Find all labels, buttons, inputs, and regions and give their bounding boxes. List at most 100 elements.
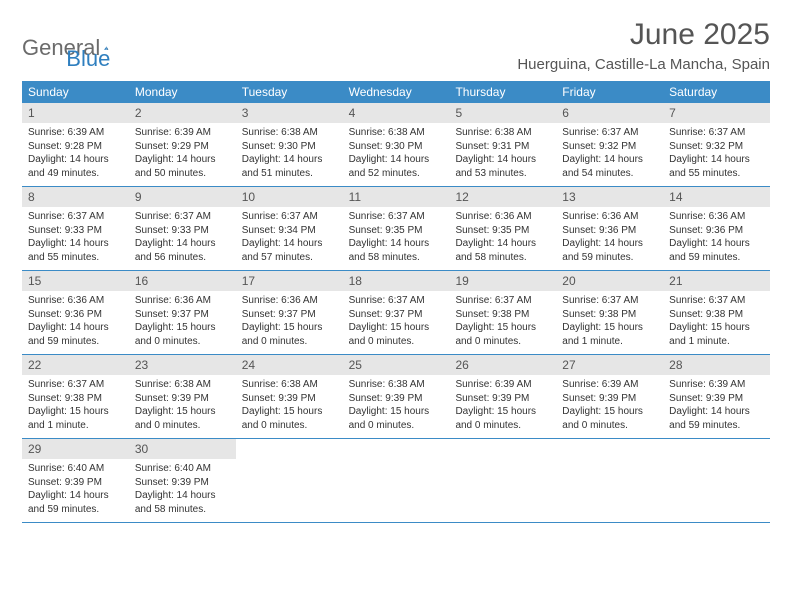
calendar-cell: 15Sunrise: 6:36 AMSunset: 9:36 PMDayligh… (22, 271, 129, 354)
sunrise-text: Sunrise: 6:38 AM (242, 126, 337, 140)
daylight-text-1: Daylight: 14 hours (242, 237, 337, 251)
day-body: Sunrise: 6:37 AMSunset: 9:32 PMDaylight:… (556, 123, 663, 186)
sunrise-text: Sunrise: 6:38 AM (349, 126, 444, 140)
day-body: Sunrise: 6:37 AMSunset: 9:37 PMDaylight:… (343, 291, 450, 354)
calendar-week-row: 1Sunrise: 6:39 AMSunset: 9:28 PMDaylight… (22, 103, 770, 187)
sunrise-text: Sunrise: 6:37 AM (669, 294, 764, 308)
calendar-cell: 11Sunrise: 6:37 AMSunset: 9:35 PMDayligh… (343, 187, 450, 270)
daylight-text-1: Daylight: 14 hours (135, 153, 230, 167)
day-number: 18 (343, 271, 450, 291)
calendar-cell: 23Sunrise: 6:38 AMSunset: 9:39 PMDayligh… (129, 355, 236, 438)
daylight-text-2: and 55 minutes. (669, 167, 764, 181)
calendar-cell: 12Sunrise: 6:36 AMSunset: 9:35 PMDayligh… (449, 187, 556, 270)
sunrise-text: Sunrise: 6:39 AM (669, 378, 764, 392)
day-body: Sunrise: 6:38 AMSunset: 9:31 PMDaylight:… (449, 123, 556, 186)
sunrise-text: Sunrise: 6:38 AM (135, 378, 230, 392)
daylight-text-2: and 1 minute. (562, 335, 657, 349)
day-number: 20 (556, 271, 663, 291)
daylight-text-1: Daylight: 14 hours (455, 237, 550, 251)
daylight-text-1: Daylight: 14 hours (28, 237, 123, 251)
calendar-cell: 3 Sunrise: 6:38 AMSunset: 9:30 PMDaylight… (236, 103, 343, 186)
day-number: 9 (129, 187, 236, 207)
sunset-text: Sunset: 9:32 PM (669, 140, 764, 154)
day-number: 5 (449, 103, 556, 123)
daylight-text-1: Daylight: 14 hours (28, 489, 123, 503)
day-body: Sunrise: 6:39 AMSunset: 9:39 PMDaylight:… (556, 375, 663, 438)
day-body: Sunrise: 6:36 AMSunset: 9:37 PMDaylight:… (236, 291, 343, 354)
day-body: Sunrise: 6:40 AMSunset: 9:39 PMDaylight:… (22, 459, 129, 522)
day-body: Sunrise: 6:37 AMSunset: 9:34 PMDaylight:… (236, 207, 343, 270)
day-number: 25 (343, 355, 450, 375)
day-number: 7 (663, 103, 770, 123)
daylight-text-1: Daylight: 14 hours (242, 153, 337, 167)
day-number: 30 (129, 439, 236, 459)
daylight-text-2: and 1 minute. (28, 419, 123, 433)
calendar-cell: 24Sunrise: 6:38 AMSunset: 9:39 PMDayligh… (236, 355, 343, 438)
calendar-cell (449, 439, 556, 522)
day-number: 8 (22, 187, 129, 207)
sunrise-text: Sunrise: 6:38 AM (349, 378, 444, 392)
day-body: Sunrise: 6:37 AMSunset: 9:33 PMDaylight:… (22, 207, 129, 270)
day-body: Sunrise: 6:36 AMSunset: 9:35 PMDaylight:… (449, 207, 556, 270)
sunset-text: Sunset: 9:38 PM (28, 392, 123, 406)
daylight-text-2: and 58 minutes. (349, 251, 444, 265)
day-body: Sunrise: 6:38 AMSunset: 9:39 PMDaylight:… (129, 375, 236, 438)
sunset-text: Sunset: 9:33 PM (135, 224, 230, 238)
day-body: Sunrise: 6:37 AMSunset: 9:32 PMDaylight:… (663, 123, 770, 186)
title-block: June 2025 Huerguina, Castille-La Mancha,… (517, 18, 770, 73)
calendar-cell (343, 439, 450, 522)
day-number: 10 (236, 187, 343, 207)
day-body: Sunrise: 6:36 AMSunset: 9:36 PMDaylight:… (663, 207, 770, 270)
calendar-week-row: 29Sunrise: 6:40 AMSunset: 9:39 PMDayligh… (22, 439, 770, 523)
weekday-header: Friday (556, 81, 663, 103)
daylight-text-1: Daylight: 14 hours (455, 153, 550, 167)
sunset-text: Sunset: 9:39 PM (669, 392, 764, 406)
daylight-text-1: Daylight: 14 hours (135, 237, 230, 251)
day-body: Sunrise: 6:36 AMSunset: 9:36 PMDaylight:… (556, 207, 663, 270)
calendar-grid: Sunday Monday Tuesday Wednesday Thursday… (22, 81, 770, 523)
sunrise-text: Sunrise: 6:37 AM (28, 378, 123, 392)
sunset-text: Sunset: 9:39 PM (242, 392, 337, 406)
weekday-header: Thursday (449, 81, 556, 103)
sunset-text: Sunset: 9:31 PM (455, 140, 550, 154)
daylight-text-2: and 53 minutes. (455, 167, 550, 181)
sunset-text: Sunset: 9:39 PM (135, 392, 230, 406)
sunrise-text: Sunrise: 6:37 AM (349, 294, 444, 308)
daylight-text-1: Daylight: 14 hours (669, 153, 764, 167)
sunset-text: Sunset: 9:36 PM (669, 224, 764, 238)
sunset-text: Sunset: 9:35 PM (455, 224, 550, 238)
calendar-cell: 26Sunrise: 6:39 AMSunset: 9:39 PMDayligh… (449, 355, 556, 438)
month-title: June 2025 (517, 18, 770, 52)
sunrise-text: Sunrise: 6:37 AM (135, 210, 230, 224)
day-number: 12 (449, 187, 556, 207)
day-body: Sunrise: 6:37 AMSunset: 9:38 PMDaylight:… (556, 291, 663, 354)
sunset-text: Sunset: 9:30 PM (242, 140, 337, 154)
sunrise-text: Sunrise: 6:40 AM (28, 462, 123, 476)
calendar-cell: 29Sunrise: 6:40 AMSunset: 9:39 PMDayligh… (22, 439, 129, 522)
daylight-text-1: Daylight: 14 hours (28, 321, 123, 335)
day-body: Sunrise: 6:39 AMSunset: 9:39 PMDaylight:… (663, 375, 770, 438)
sunset-text: Sunset: 9:38 PM (562, 308, 657, 322)
day-body: Sunrise: 6:37 AMSunset: 9:38 PMDaylight:… (663, 291, 770, 354)
page-header: General Blue June 2025 Huerguina, Castil… (22, 18, 770, 73)
day-number: 27 (556, 355, 663, 375)
day-number: 3 (236, 103, 343, 123)
daylight-text-2: and 0 minutes. (135, 335, 230, 349)
daylight-text-2: and 55 minutes. (28, 251, 123, 265)
daylight-text-1: Daylight: 15 hours (562, 405, 657, 419)
sunrise-text: Sunrise: 6:38 AM (455, 126, 550, 140)
daylight-text-2: and 0 minutes. (242, 335, 337, 349)
daylight-text-2: and 51 minutes. (242, 167, 337, 181)
sunset-text: Sunset: 9:37 PM (242, 308, 337, 322)
day-body: Sunrise: 6:40 AMSunset: 9:39 PMDaylight:… (129, 459, 236, 522)
daylight-text-1: Daylight: 14 hours (562, 153, 657, 167)
calendar-week-row: 15Sunrise: 6:36 AMSunset: 9:36 PMDayligh… (22, 271, 770, 355)
day-body: Sunrise: 6:36 AMSunset: 9:37 PMDaylight:… (129, 291, 236, 354)
weekday-header: Sunday (22, 81, 129, 103)
calendar-cell: 18Sunrise: 6:37 AMSunset: 9:37 PMDayligh… (343, 271, 450, 354)
daylight-text-2: and 58 minutes. (135, 503, 230, 517)
day-body: Sunrise: 6:39 AMSunset: 9:29 PMDaylight:… (129, 123, 236, 186)
calendar-cell: 16Sunrise: 6:36 AMSunset: 9:37 PMDayligh… (129, 271, 236, 354)
sunrise-text: Sunrise: 6:36 AM (28, 294, 123, 308)
calendar-cell (236, 439, 343, 522)
